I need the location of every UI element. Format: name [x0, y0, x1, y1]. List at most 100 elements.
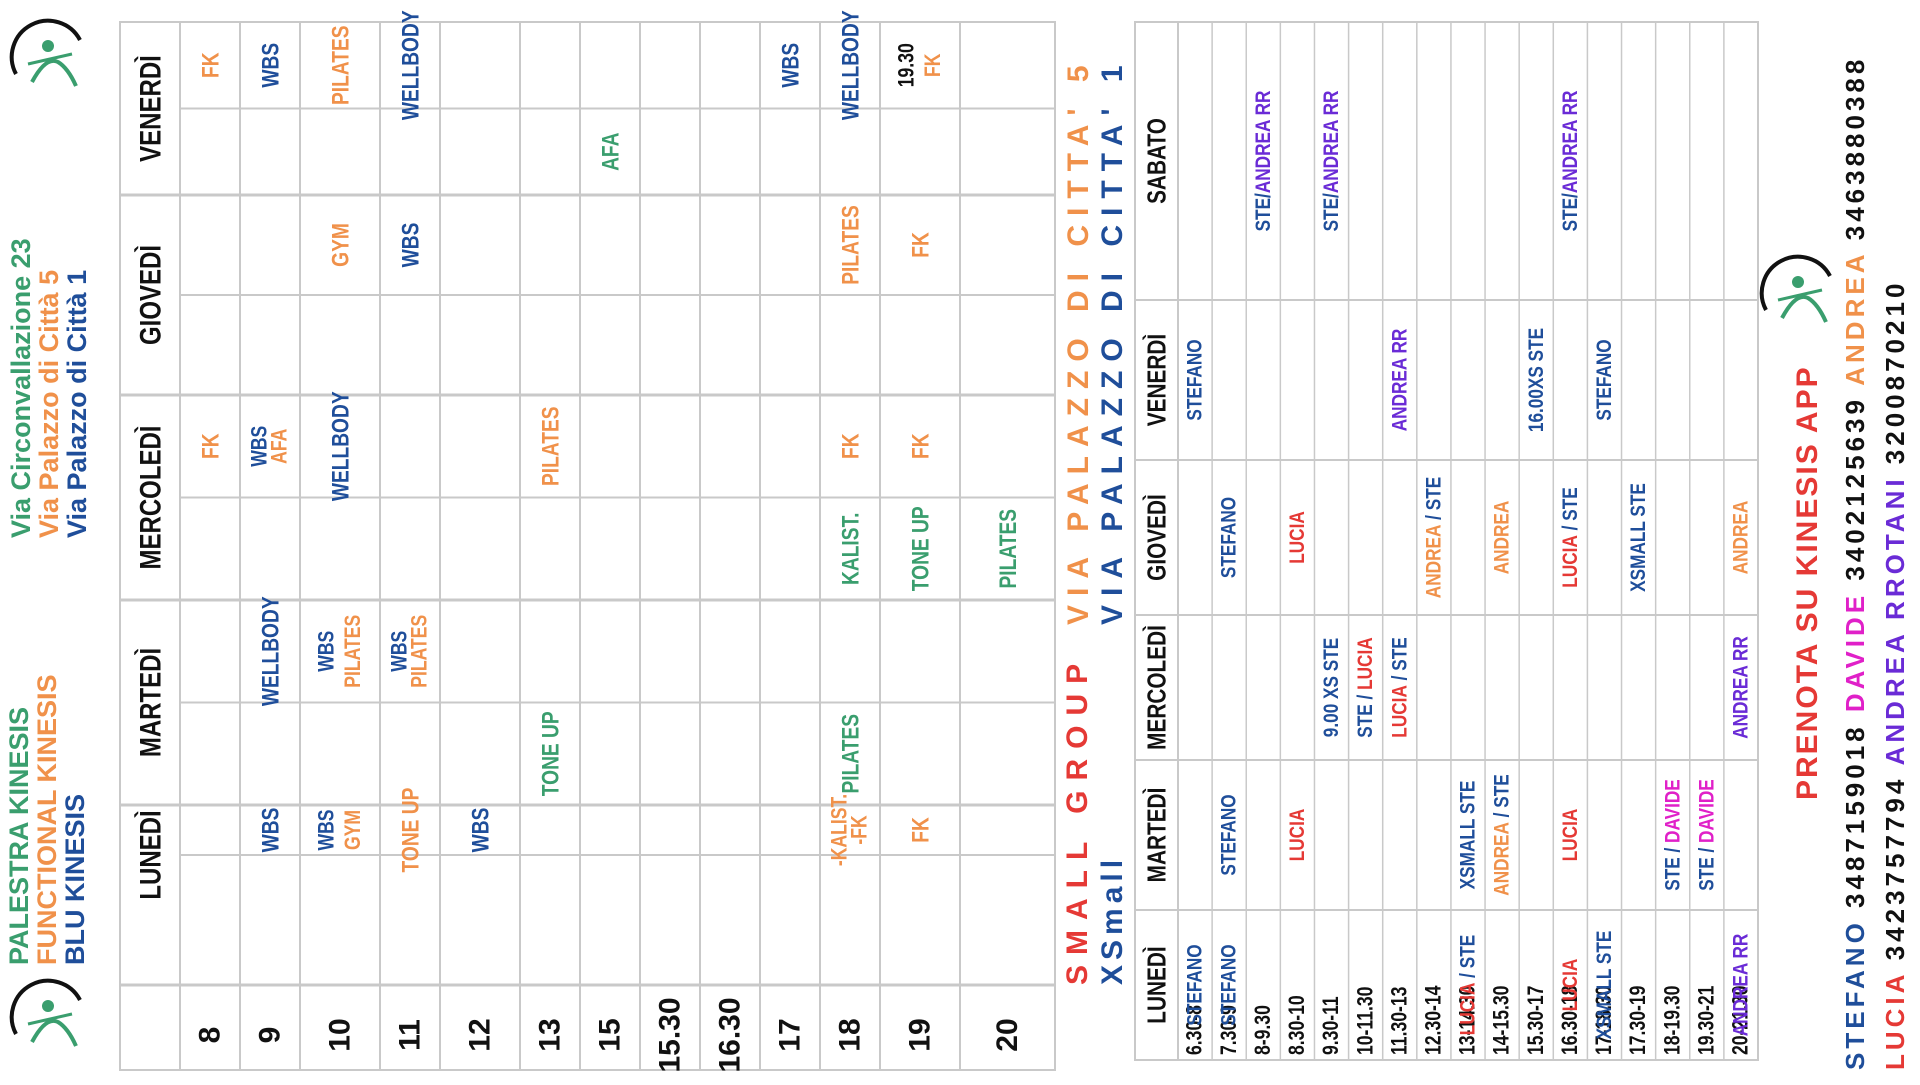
small-group-day-header: MERCOLEDÌ: [1141, 625, 1171, 750]
contact-name: ANDREA: [1840, 251, 1870, 385]
trainer-label: ANDREA / STE: [1422, 477, 1445, 599]
class-label: WBS: [466, 808, 494, 853]
time-slot-label: 9.30-11: [1319, 996, 1343, 1055]
time-slot-label: 8.30-10: [1285, 995, 1309, 1055]
time-slot-label: 20-21.30: [1729, 986, 1753, 1055]
time-slot-label: 14-15.30: [1490, 986, 1514, 1055]
trainer-name: STE/: [1252, 193, 1275, 232]
booking-info: PRENOTA SU KINESIS APP STEFANO 348715901…: [1791, 56, 1910, 1070]
hour-label: 20: [991, 1018, 1024, 1051]
trainer-name: DAVIDE: [1695, 779, 1718, 843]
time-slot-label: 16.30-18: [1558, 986, 1582, 1055]
trainer-name: / STE: [1491, 774, 1514, 822]
class-label: FK: [906, 232, 934, 258]
trainer-name: STEFANO: [1184, 944, 1207, 1025]
trainer-name: ANDREA RR: [1729, 636, 1752, 739]
hour-label: 16.30: [714, 997, 747, 1072]
kinesis-logo-icon: [9, 18, 82, 87]
time-slot-label: 10-11.30: [1353, 987, 1377, 1055]
trainer-label: STE/ANDREA RR: [1559, 90, 1582, 231]
contact-line: STEFANO 3487159018 DAVIDE 3402125639 AND…: [1840, 56, 1870, 1070]
trainer-name: LUCIA: [1559, 535, 1582, 588]
trainer-name: LUCIA: [1559, 809, 1582, 862]
hour-label: 12: [464, 1018, 497, 1051]
small-group-day-header: GIOVEDÌ: [1141, 494, 1171, 581]
trainer-name: ANDREA: [1491, 501, 1514, 575]
trainer-name: LUCIA: [1286, 511, 1309, 564]
trainer-label: LUCIA: [1286, 809, 1309, 862]
contact-name: ANDREA RROTANI: [1880, 475, 1910, 765]
class-label: FK: [906, 433, 934, 459]
contact-phone: 3423757794: [1880, 765, 1910, 971]
class-label: GYM: [341, 810, 365, 850]
trainer-name: STE/: [1559, 193, 1582, 232]
trainer-label: STEFANO: [1184, 339, 1207, 420]
trainer-label: XSMALL STE: [1627, 483, 1650, 592]
trainer-label: ANDREA RR: [1388, 329, 1411, 432]
trainer-name: XSMALL STE: [1457, 780, 1480, 889]
trainer-label: ANDREA: [1729, 501, 1752, 575]
trainer-name: LUCIA: [1457, 982, 1480, 1035]
day-header: MERCOLEDÌ: [133, 426, 167, 570]
hour-label: 10: [324, 1018, 357, 1051]
class-label: FK: [836, 433, 864, 459]
address-palazzo-1: Via Palazzo di Città 1: [62, 270, 92, 538]
small-group-address-5: VIA PALAZZO DI CITTA' 5: [1062, 56, 1095, 625]
trainer-name: STEFANO: [1218, 497, 1241, 578]
trainer-label: XSMALL STE: [1593, 930, 1616, 1039]
trainer-name: LUCIA: [1388, 685, 1411, 738]
class-label: TONE UP: [906, 506, 934, 591]
small-group-day-header: SABATO: [1142, 118, 1171, 204]
trainer-name: ANDREA RR: [1388, 329, 1411, 432]
trainer-name: / STE: [1559, 487, 1582, 535]
hour-label: 9: [254, 1027, 287, 1044]
class-label: WBS: [315, 809, 339, 850]
trainer-name: STE/: [1320, 193, 1343, 232]
gym-name-functional: FUNCTIONAL KINESIS: [32, 674, 62, 965]
time-slot-label: 15.30-17: [1524, 986, 1548, 1055]
small-group-title: SMALL GROUP: [1061, 654, 1094, 985]
time-slot-label: 12.30-14: [1422, 986, 1446, 1055]
trainer-label: XSMALL STE: [1457, 780, 1480, 889]
trainer-label: STE/ANDREA RR: [1252, 90, 1275, 231]
class-label: FK: [196, 52, 224, 78]
trainer-label: LUCIA: [1559, 809, 1582, 862]
class-label: GYM: [326, 223, 354, 267]
trainer-label: ANDREA RR: [1729, 636, 1752, 739]
trainer-label: STE / DAVIDE: [1661, 779, 1684, 891]
class-label: WBS: [256, 808, 284, 853]
class-label: FK: [921, 53, 945, 77]
contact-name: STEFANO: [1840, 919, 1870, 1070]
trainer-label: ANDREA / STE: [1491, 774, 1514, 896]
trainer-name: STEFANO: [1184, 339, 1207, 420]
class-label: WBS: [315, 631, 339, 672]
trainer-name: ANDREA: [1422, 524, 1445, 598]
small-group-day-header: MARTEDÌ: [1141, 788, 1171, 883]
group-classes-schedule: LUNEDÌ MARTEDÌ MERCOLEDÌ GIOVEDÌ VENERDÌ 8 9 10…: [119, 10, 1056, 1073]
contact-line: LUCIA 3423757794 ANDREA RROTANI 32008702…: [1880, 280, 1910, 1070]
trainer-name: 16.00XS STE: [1525, 328, 1548, 432]
class-label: PILATES: [836, 714, 864, 794]
trainer-label: STEFANO: [1593, 339, 1616, 420]
hour-label: 11: [394, 1019, 427, 1051]
class-label: -KALIST.: [828, 794, 852, 866]
class-label: 19.30: [895, 43, 919, 87]
contact-phone: 3487159018: [1840, 712, 1870, 919]
trainer-name: STE /: [1661, 843, 1684, 891]
trainer-label: STE/ANDREA RR: [1320, 90, 1343, 231]
day-header: LUNEDÌ: [133, 810, 167, 899]
class-label: FK: [906, 817, 934, 843]
trainer-label: LUCIA / STE: [1457, 935, 1480, 1036]
class-label: PILATES: [326, 25, 354, 105]
class-label: WELLBODY: [836, 10, 864, 120]
class-label: KALIST.: [836, 513, 864, 585]
trainer-name: / STE: [1422, 477, 1445, 525]
contact-phone: 3402125639: [1840, 386, 1870, 592]
small-group-day-header: LUNEDÌ: [1141, 946, 1171, 1023]
schedule-frame: [119, 21, 1056, 1071]
class-label: WBS: [248, 426, 272, 467]
class-label: WELLBODY: [396, 10, 424, 120]
booking-app-text: PRENOTA SU KINESIS APP: [1791, 365, 1824, 800]
address-palazzo-5: Via Palazzo di Città 5: [34, 270, 64, 538]
